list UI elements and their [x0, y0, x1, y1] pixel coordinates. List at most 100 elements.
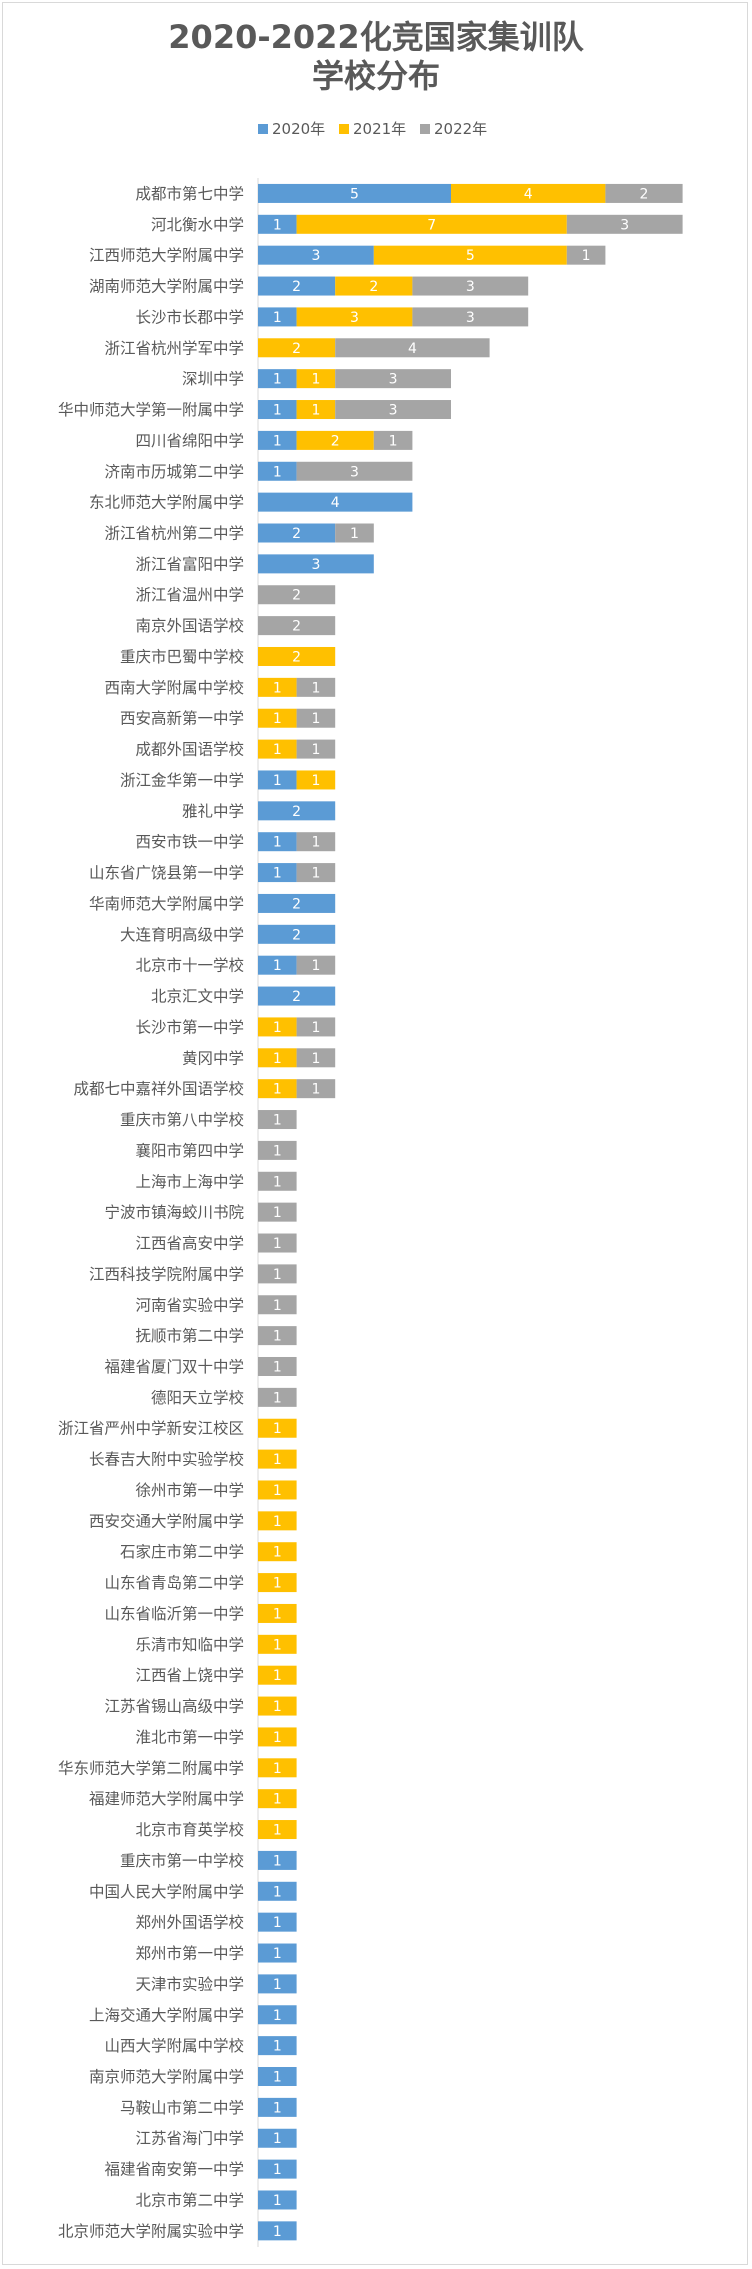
- bar-segment-2021: [258, 1017, 297, 1037]
- bar-segment-2021: [296, 369, 336, 389]
- bar-segment-2020: [258, 307, 297, 327]
- legend-label-2021: 2021年: [353, 120, 406, 138]
- data-label-2020: 1: [273, 372, 282, 388]
- bar-segment-2020: [258, 523, 336, 543]
- bar-segment-2021: [296, 430, 374, 450]
- data-label-2020: 1: [273, 1915, 282, 1931]
- category-label: 福建省厦门双十中学: [104, 1358, 244, 1376]
- data-label-2021: 1: [273, 1483, 282, 1499]
- category-label: 北京市育英学校: [135, 1821, 244, 1839]
- data-label-2020: 1: [273, 433, 282, 449]
- bar-segment-2020: [258, 461, 297, 481]
- bar-segment-2020: [258, 955, 297, 975]
- data-label-2020: 1: [273, 2224, 282, 2240]
- data-label-2022: 1: [273, 1359, 282, 1375]
- category-label: 江西省高安中学: [135, 1235, 244, 1253]
- bar-segment-2022: [296, 955, 336, 975]
- bar-segment-2021: [258, 1665, 297, 1685]
- data-label-2021: 1: [311, 773, 320, 789]
- data-label-2022: 1: [311, 742, 320, 758]
- data-label-2020: 1: [273, 835, 282, 851]
- category-label: 石家庄市第二中学: [120, 1543, 244, 1561]
- bar-segment-2021: [451, 183, 606, 203]
- category-label: 重庆市第八中学校: [120, 1111, 244, 1129]
- data-label-2021: 2: [369, 279, 378, 295]
- bar-segment-2022: [258, 1110, 297, 1130]
- data-label-2020: 2: [292, 896, 301, 912]
- category-label: 淮北市第一中学: [135, 1728, 244, 1746]
- category-label: 成都外国语学校: [135, 741, 244, 759]
- category-label: 东北师范大学附属中学: [89, 494, 244, 512]
- category-label: 乐清市知临中学: [135, 1636, 244, 1654]
- category-label: 大连育明高级中学: [120, 926, 244, 944]
- bar-segment-2022: [258, 1356, 297, 1376]
- category-label: 浙江省温州中学: [135, 586, 244, 604]
- data-label-2020: 1: [273, 2100, 282, 2116]
- category-label: 重庆市第一中学校: [120, 1852, 244, 1870]
- bar-segment-2021: [258, 1079, 297, 1099]
- bar-segment-2022: [296, 708, 336, 728]
- category-label: 深圳中学: [182, 370, 244, 388]
- bar-segment-2022: [296, 461, 413, 481]
- data-label-2020: 1: [273, 1853, 282, 1869]
- chart-title-line-1: 2020-2022化竞国家集训队: [168, 18, 584, 56]
- data-label-2021: 1: [273, 742, 282, 758]
- bar-segment-2020: [258, 2005, 297, 2025]
- bar-segment-2022: [566, 245, 606, 265]
- bar-segment-2022: [258, 616, 336, 636]
- data-label-2021: 1: [273, 1730, 282, 1746]
- category-label: 河南省实验中学: [135, 1296, 244, 1314]
- data-label-2020: 2: [292, 279, 301, 295]
- bar-segment-2020: [258, 863, 297, 883]
- data-label-2021: 1: [273, 1051, 282, 1067]
- data-label-2022: 1: [350, 526, 359, 542]
- bar-segment-2022: [605, 183, 683, 203]
- data-label-2022: 1: [273, 1236, 282, 1252]
- bar-segment-2020: [258, 2221, 297, 2241]
- category-label: 马鞍山市第二中学: [120, 2099, 244, 2117]
- bar-segment-2021: [335, 276, 413, 296]
- bar-segment-2021: [258, 1696, 297, 1716]
- bar-segment-2022: [566, 214, 683, 234]
- data-label-2022: 1: [273, 1298, 282, 1314]
- data-label-2021: 2: [331, 433, 340, 449]
- bar-segment-2020: [258, 1974, 297, 1994]
- data-label-2022: 1: [311, 1020, 320, 1036]
- bar-segment-2021: [296, 400, 336, 420]
- bar-segment-2021: [258, 1573, 297, 1593]
- data-label-2022: 2: [292, 619, 301, 635]
- data-label-2020: 1: [273, 2131, 282, 2147]
- category-label: 浙江省富阳中学: [135, 555, 244, 573]
- bar-segment-2020: [258, 430, 297, 450]
- bar-segment-2021: [258, 677, 297, 697]
- bar-segment-2020: [258, 2036, 297, 2056]
- data-label-2021: 1: [273, 1668, 282, 1684]
- category-label: 江苏省海门中学: [135, 2130, 244, 2148]
- bar-segment-2020: [258, 1912, 297, 1932]
- category-label: 长沙市第一中学: [135, 1018, 244, 1036]
- bar-segment-2021: [296, 770, 336, 790]
- data-label-2022: 3: [466, 279, 475, 295]
- data-label-2021: 5: [466, 248, 475, 264]
- data-label-2021: 1: [273, 1020, 282, 1036]
- data-label-2020: 1: [273, 403, 282, 419]
- data-label-2020: 1: [273, 1946, 282, 1962]
- bar-segment-2020: [258, 1850, 297, 1870]
- bar-segment-2020: [258, 832, 297, 852]
- data-label-2021: 1: [273, 1452, 282, 1468]
- category-label: 天津市实验中学: [135, 1975, 244, 1993]
- data-label-2022: 1: [311, 958, 320, 974]
- category-label: 浙江省严州中学新安江校区: [58, 1420, 244, 1438]
- bar-segment-2020: [258, 369, 297, 389]
- category-label: 西南大学附属中学校: [104, 679, 244, 697]
- data-label-2020: 1: [273, 2008, 282, 2024]
- bar-segment-2022: [258, 1233, 297, 1253]
- category-label: 西安市铁一中学: [135, 833, 244, 851]
- category-label: 江西师范大学附属中学: [89, 247, 244, 265]
- category-label: 河北衡水中学: [151, 216, 244, 234]
- category-label: 浙江省杭州学军中学: [104, 339, 244, 357]
- bar-segment-2021: [258, 1542, 297, 1562]
- bar-segment-2020: [258, 276, 336, 296]
- data-label-2022: 3: [389, 372, 398, 388]
